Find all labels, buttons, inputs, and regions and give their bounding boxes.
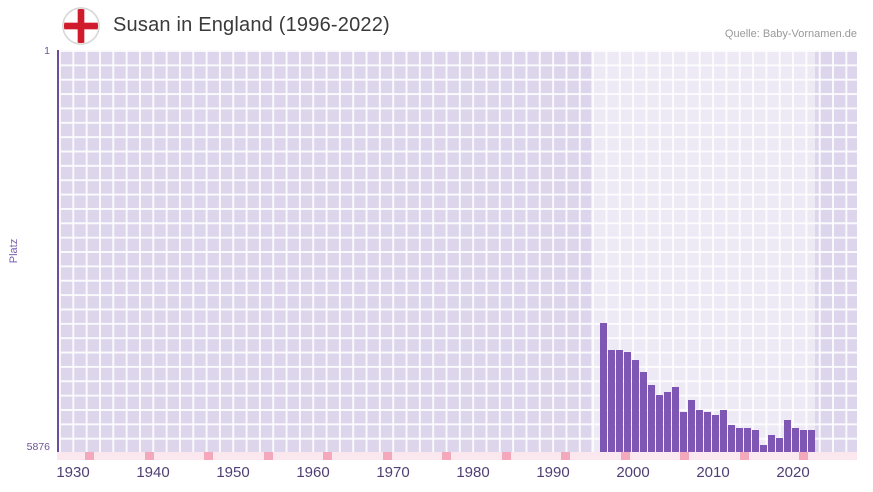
axis-tick-mark [680, 452, 689, 460]
x-tick-label-1950: 1950 [216, 464, 250, 481]
bar-2018 [775, 437, 783, 452]
bar-2010 [711, 414, 719, 452]
bar-2008 [695, 409, 703, 452]
x-tick-label-1930: 1930 [56, 464, 90, 481]
plot-area [57, 50, 857, 452]
bar-2022 [807, 429, 815, 452]
axis-tick-mark [561, 452, 570, 460]
bar-2012 [727, 424, 735, 452]
axis-tick-mark [739, 452, 749, 460]
bar-2002 [647, 384, 655, 452]
axis-tick-mark [799, 452, 808, 460]
x-tick-label-2000: 2000 [616, 464, 650, 481]
y-tick-label-top: 1 [44, 45, 50, 57]
y-axis-title: Platz [8, 238, 20, 264]
x-tick-label-1940: 1940 [136, 464, 170, 481]
axis-tick-mark [85, 452, 94, 460]
bar-2011 [719, 409, 727, 452]
axis-tick-mark [620, 452, 630, 460]
england-flag-icon [62, 7, 100, 45]
axis-tick-mark [382, 452, 392, 460]
bar-2017 [767, 435, 775, 452]
bar-2003 [655, 394, 663, 452]
bar-2013 [735, 427, 743, 452]
axis-tick-mark [263, 452, 273, 460]
axis-tick-mark [501, 452, 511, 460]
bar-1999 [623, 351, 631, 452]
x-tick-label-1990: 1990 [536, 464, 570, 481]
axis-tick-mark [323, 452, 332, 460]
x-tick-label-1970: 1970 [376, 464, 410, 481]
bar-2021 [799, 429, 807, 452]
x-tick-label-2020: 2020 [776, 464, 810, 481]
bar-2009 [703, 411, 711, 452]
page-title: Susan in England (1996-2022) [113, 14, 390, 36]
bar-1998 [615, 350, 623, 452]
bar-2020 [791, 427, 799, 452]
bar-1997 [607, 349, 615, 452]
axis-tick-mark [204, 452, 213, 460]
bar-2004 [663, 392, 671, 452]
x-tick-label-1980: 1980 [456, 464, 490, 481]
bar-2000 [631, 359, 639, 452]
source-note: Quelle: Baby-Vornamen.de [724, 28, 857, 40]
x-tick-label-1960: 1960 [296, 464, 330, 481]
bar-2007 [687, 400, 695, 452]
bar-2014 [743, 427, 751, 452]
bar-2005 [671, 387, 679, 452]
x-axis-strip [57, 452, 857, 460]
bar-2016 [759, 444, 767, 452]
x-axis-labels: 1930 1940 1950 1960 1970 1980 1990 2000 2010 2020 [0, 464, 873, 486]
bar-2006 [679, 411, 687, 452]
x-tick-label-2010: 2010 [696, 464, 730, 481]
bar-2001 [639, 371, 647, 452]
axis-tick-mark [442, 452, 451, 460]
y-tick-label-bottom: 5876 [26, 441, 50, 453]
bar-2019 [783, 420, 791, 452]
bar-1996 [599, 322, 607, 452]
bar-2015 [751, 429, 759, 452]
axis-tick-mark [144, 452, 154, 460]
